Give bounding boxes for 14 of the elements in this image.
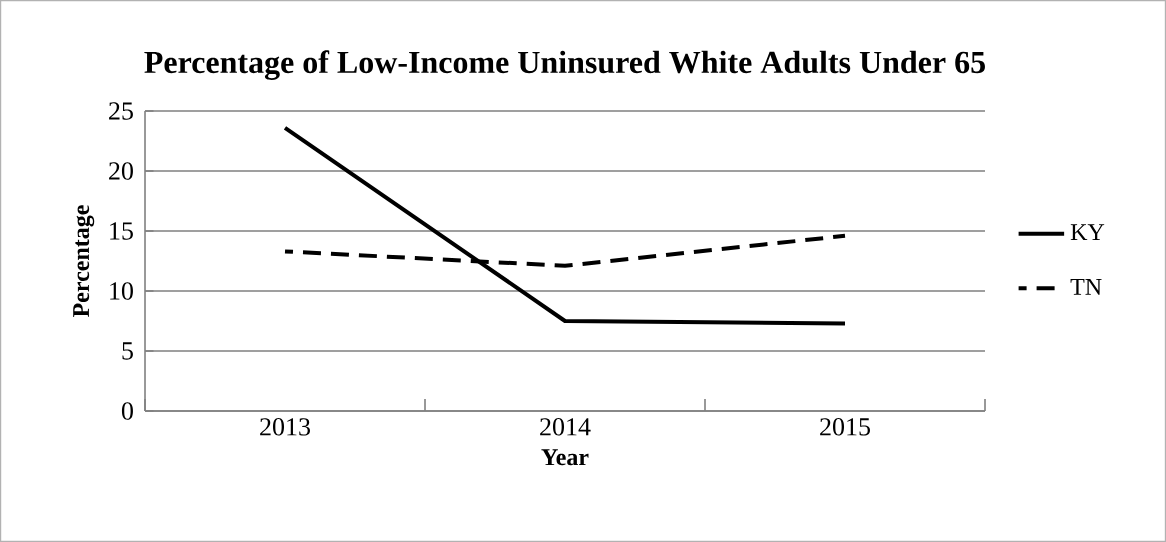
y-tick-label: 5	[122, 342, 133, 360]
y-tick-label: 0	[121, 402, 133, 420]
x-tick-label: 2015	[820, 418, 870, 436]
y-tick-label: 20	[109, 162, 133, 180]
y-tick-label: 25	[109, 102, 133, 120]
y-tick-label: 15	[110, 222, 133, 240]
legend-label: KY	[1070, 224, 1105, 240]
chart-title: Percentage of Low-Income Uninsured White Adults Under 65	[144, 50, 985, 80]
x-axis-title: Year	[541, 449, 589, 466]
legend-label: TN	[1070, 279, 1102, 295]
x-tick-label: 2013	[260, 418, 310, 436]
y-axis-title: Percentage	[73, 205, 95, 318]
y-tick-label: 10	[110, 282, 133, 300]
x-tick-label: 2014	[540, 418, 591, 436]
